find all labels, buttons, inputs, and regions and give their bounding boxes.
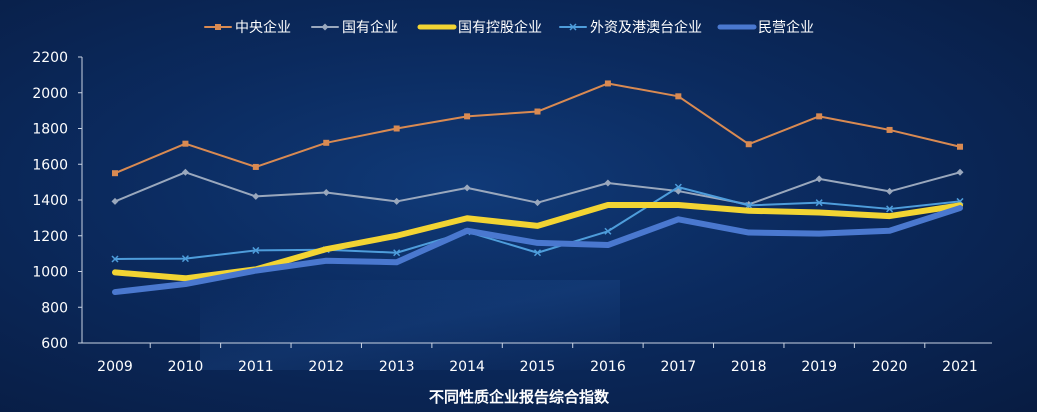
data-point <box>886 205 894 213</box>
data-point <box>393 197 401 205</box>
x-axis-title: 不同性质企业报告综合指数 <box>429 388 610 406</box>
data-point <box>111 197 119 205</box>
y-tick-label: 1000 <box>32 265 68 281</box>
series-line-0 <box>114 82 961 175</box>
x-tick-label: 2009 <box>97 359 133 375</box>
x-tick-label: 2016 <box>590 359 626 375</box>
axes: 600 800 1000 1200 1400 1600 1800 2000 2200 2009 20… <box>32 50 992 375</box>
data-point <box>604 179 612 187</box>
series-line-4 <box>112 205 963 296</box>
legend-label: 中央企业 <box>235 19 291 36</box>
x-tick-label: 2011 <box>238 359 274 375</box>
data-point <box>252 163 259 170</box>
x-tick-label: 2014 <box>449 359 485 375</box>
data-point <box>886 187 894 195</box>
legend-label: 民营企业 <box>758 19 814 36</box>
data-point <box>745 201 753 209</box>
data-point <box>815 199 823 207</box>
data-point <box>956 168 964 176</box>
data-point <box>886 126 893 133</box>
legend-marker <box>569 23 577 31</box>
y-tick-label: 2000 <box>32 86 68 102</box>
data-point <box>463 184 471 192</box>
background-glow <box>200 280 620 370</box>
data-point <box>464 113 471 120</box>
data-point <box>745 141 752 148</box>
legend-marker <box>215 24 221 30</box>
y-tick-label: 1800 <box>32 122 68 138</box>
data-point <box>182 140 189 147</box>
data-point <box>534 108 541 115</box>
data-point <box>181 168 189 176</box>
data-point <box>322 188 330 196</box>
series-layer <box>111 80 964 296</box>
y-tick-label: 2200 <box>32 50 68 66</box>
legend-label: 外资及港澳台企业 <box>590 19 702 36</box>
data-point <box>393 125 400 132</box>
data-point <box>393 249 401 257</box>
data-point <box>815 175 823 183</box>
legend: 中央企业 国有企业 国有控股企业 外资及港澳台企业 民营企业 <box>204 19 814 36</box>
x-tick-label: 2017 <box>661 359 697 375</box>
data-point <box>252 246 260 254</box>
data-point <box>674 183 682 191</box>
x-tick-label: 2021 <box>942 359 978 375</box>
data-point <box>252 192 260 200</box>
y-tick-label: 1400 <box>32 193 68 209</box>
x-tick-label: 2012 <box>308 359 344 375</box>
data-point <box>604 227 612 235</box>
legend-label: 国有企业 <box>342 19 398 36</box>
y-tick-label: 1200 <box>32 229 68 245</box>
x-tick-label: 2020 <box>872 359 908 375</box>
y-tick-label: 800 <box>41 300 68 316</box>
data-point <box>111 255 119 263</box>
x-tick-label: 2015 <box>520 359 556 375</box>
data-point <box>323 139 330 146</box>
x-tick-label: 2019 <box>801 359 837 375</box>
x-tick-label: 2010 <box>168 359 204 375</box>
legend-label: 国有控股企业 <box>458 19 542 36</box>
data-point <box>112 170 118 177</box>
legend-marker <box>321 23 329 31</box>
x-tick-label: 2013 <box>379 359 415 375</box>
x-tick-label: 2018 <box>731 359 767 375</box>
data-point <box>675 93 682 100</box>
data-point <box>181 255 189 263</box>
y-tick-label: 600 <box>41 336 68 352</box>
data-point <box>816 113 823 120</box>
data-point <box>604 80 611 87</box>
data-point <box>534 199 541 207</box>
y-tick-label: 1600 <box>32 157 68 173</box>
data-point <box>957 143 963 150</box>
data-point <box>533 249 542 257</box>
